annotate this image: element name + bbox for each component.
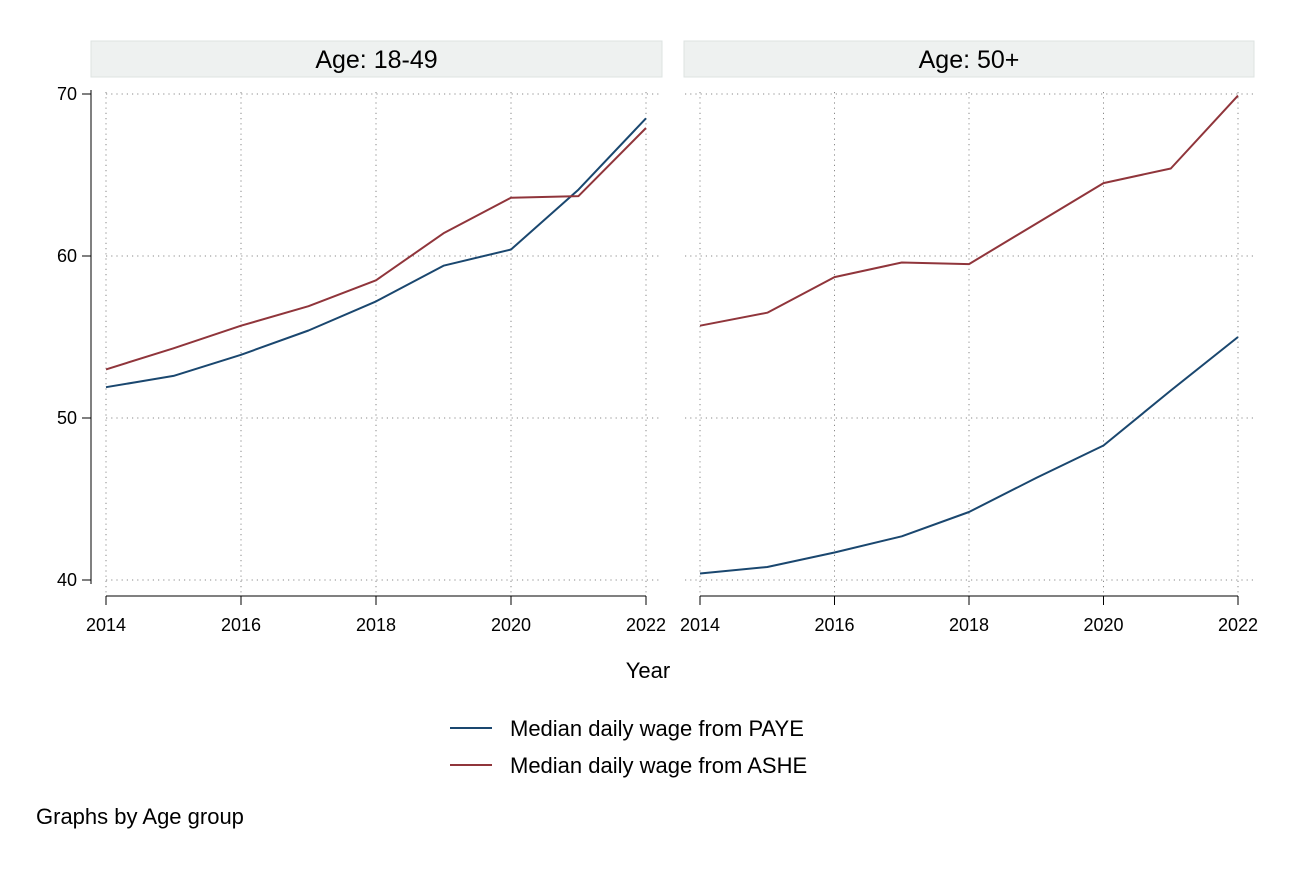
x-tick-label-2-2014: 2014 bbox=[680, 615, 720, 635]
series-line-1-paye bbox=[105, 117, 647, 389]
x-tick-label-2-2018: 2018 bbox=[949, 615, 989, 635]
x-tick-label-2-2016: 2016 bbox=[814, 615, 854, 635]
panel-title-1: Age: 18-49 bbox=[315, 46, 437, 74]
panel-strip-2 bbox=[683, 40, 1255, 78]
x-tick-label-2-2022: 2022 bbox=[1218, 615, 1258, 635]
x-axis-title: Year bbox=[626, 658, 670, 683]
legend-label-ashe: Median daily wage from ASHE bbox=[510, 753, 807, 778]
x-tick-label-1-2022: 2022 bbox=[626, 615, 666, 635]
x-tick-label-1-2018: 2018 bbox=[356, 615, 396, 635]
graph-note: Graphs by Age group bbox=[36, 804, 244, 829]
x-tick-label-2-2020: 2020 bbox=[1083, 615, 1123, 635]
legend: Median daily wage from PAYE Median daily… bbox=[450, 716, 807, 778]
series-line-2-ashe bbox=[699, 94, 1239, 327]
legend-label-paye: Median daily wage from PAYE bbox=[510, 716, 804, 741]
x-tick-label-1-2020: 2020 bbox=[491, 615, 531, 635]
x-tick-label-1-2016: 2016 bbox=[221, 615, 261, 635]
panel-1: Age: 18-49 40 50 60 70 2014 2016 2018 2020 2022 bbox=[57, 40, 666, 635]
y-tick-label-40: 40 bbox=[57, 570, 77, 590]
y-tick-label-60: 60 bbox=[57, 246, 77, 266]
shared-axis-labels: Year bbox=[626, 658, 670, 683]
y-tick-label-70: 70 bbox=[57, 84, 77, 104]
panel-strip-1 bbox=[90, 40, 663, 78]
panel-2: Age: 50+ 2014 2016 2018 2020 2022 bbox=[680, 40, 1258, 635]
x-tick-label-1-2014: 2014 bbox=[86, 615, 126, 635]
series-line-2-paye bbox=[699, 336, 1239, 575]
panel-title-2: Age: 50+ bbox=[919, 46, 1020, 74]
series-line-1-ashe bbox=[105, 127, 647, 371]
y-tick-label-50: 50 bbox=[57, 408, 77, 428]
